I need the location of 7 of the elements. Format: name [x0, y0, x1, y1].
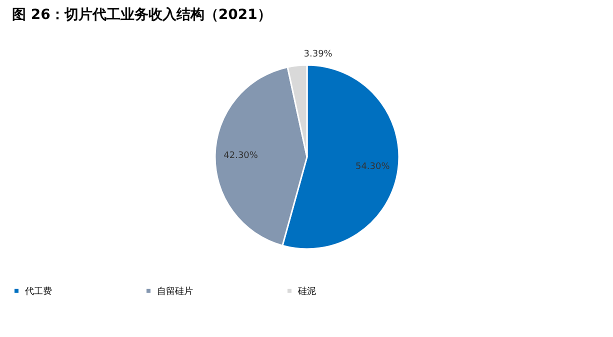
data-label: 42.30%	[224, 151, 258, 162]
data-label: 3.39%	[304, 50, 333, 60]
chart-title: 图 26：切片代工业务收入结构（2021）	[12, 7, 272, 23]
legend-label: 硅泥	[297, 286, 316, 297]
legend-label: 自留硅片	[157, 286, 193, 297]
legend-label: 代工费	[24, 286, 52, 297]
data-label: 54.30%	[355, 162, 390, 172]
